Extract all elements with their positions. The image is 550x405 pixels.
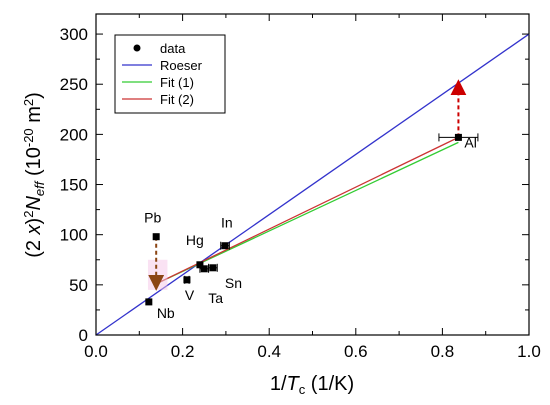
x-tick-label: 1.0	[517, 342, 541, 361]
legend-label-fit-1: Fit (1)	[160, 75, 194, 90]
x-tick-label: 0.6	[344, 342, 368, 361]
legend-entries: data Roeser Fit (1) Fit (2)	[122, 41, 203, 107]
y-axis-title-close: )	[23, 218, 45, 225]
point-label-ta: Ta	[208, 290, 223, 306]
legend-label-roeser: Roeser	[160, 58, 203, 73]
x-axis-title-main: T	[287, 373, 301, 395]
x-tick-label: 0.0	[84, 342, 108, 361]
data-point-ta	[200, 265, 208, 273]
data-point-in	[221, 242, 229, 250]
x-axis-title: 1/Tc (1/K)	[270, 373, 354, 397]
point-label-al: Al	[464, 134, 476, 150]
y-axis-title-x: x	[23, 223, 45, 235]
x-axis-title-suffix: (1/K)	[305, 373, 354, 395]
y-axis-title-unit-exp: -20	[21, 128, 36, 147]
y-axis-title-unit-close: )	[23, 92, 45, 99]
y-axis-title-unit-exp2: 2	[21, 99, 36, 106]
point-label-hg: Hg	[186, 232, 204, 248]
data-point-nb	[145, 298, 153, 306]
y-tick-label: 50	[69, 276, 88, 295]
arrow-layer	[148, 79, 467, 291]
point-label-nb: Nb	[157, 305, 175, 321]
y-axis-title: (2 x)2Neff (10-20 m2)	[21, 92, 47, 258]
point-label-in: In	[221, 215, 233, 231]
legend-label-fit-2: Fit (2)	[160, 92, 194, 107]
legend: data Roeser Fit (1) Fit (2)	[114, 34, 226, 114]
data-point-sn	[209, 264, 217, 272]
x-axis-title-sub: c	[299, 382, 306, 397]
axis-layer: 0.0 0.2 0.4 0.6 0.8 1.0 0 50 100 150 200 250 300	[60, 14, 541, 361]
series-line-fit-2	[155, 136, 459, 285]
y-axis-title-sub: eff	[32, 180, 47, 196]
point-label-v: V	[185, 287, 195, 303]
y-tick-label: 250	[60, 75, 88, 94]
data-point-hg	[196, 261, 204, 269]
point-label-pb: Pb	[144, 210, 161, 226]
x-tick-label: 0.2	[171, 342, 195, 361]
y-tick-label: 150	[60, 176, 88, 195]
legend-marker-data	[133, 44, 141, 52]
y-tick-label: 100	[60, 226, 88, 245]
y-axis-title-n: N	[23, 196, 45, 211]
y-axis-title-sup1: 2	[21, 211, 36, 218]
data-point-v	[183, 276, 191, 284]
x-axis-title-prefix: 1/	[270, 373, 287, 395]
legend-box	[114, 34, 226, 114]
series-line-fit-1	[155, 141, 459, 285]
y-tick-label: 300	[60, 25, 88, 44]
y-tick-label: 200	[60, 125, 88, 144]
y-axis-title-unit-open: (10	[23, 147, 45, 181]
point-layer	[145, 133, 479, 306]
data-point-pb	[152, 233, 160, 241]
y-tick-label: 0	[79, 326, 88, 345]
x-tick-label: 0.4	[257, 342, 281, 361]
legend-label-data: data	[160, 41, 186, 56]
data-point-al	[454, 133, 462, 141]
x-tick-label: 0.8	[431, 342, 455, 361]
y-axis-title-unit-mid: m	[23, 106, 45, 128]
shaded-band	[147, 259, 168, 290]
y-axis-title-pre: (2	[23, 234, 45, 257]
point-label-sn: Sn	[225, 275, 242, 291]
